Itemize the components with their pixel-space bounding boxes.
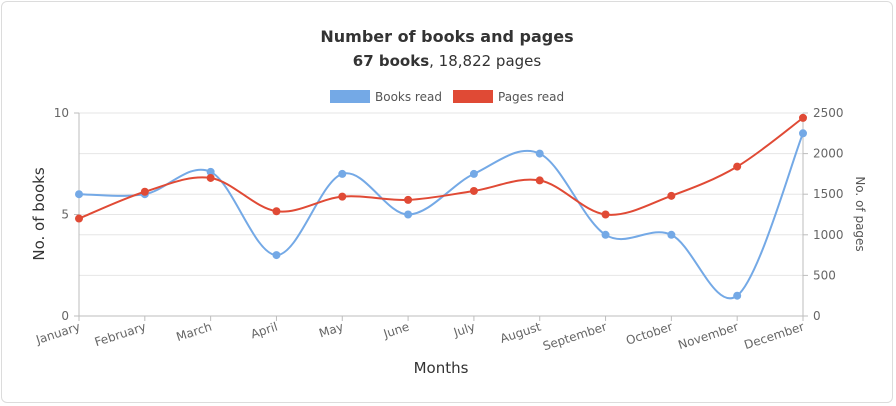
y-right-tick-label: 2500 [813, 106, 844, 120]
point-books-read-may [338, 169, 347, 178]
point-pages-read-march [206, 173, 215, 182]
y-right-tick-label: 1500 [813, 187, 844, 201]
legend: Books read Pages read [330, 90, 564, 104]
x-tick-label-december: December [742, 320, 806, 353]
y-left-tick-label: 0 [61, 309, 69, 323]
x-tick-label-february: February [93, 320, 148, 350]
x-tick-label-august: August [498, 319, 543, 345]
grid-lines [79, 112, 803, 276]
point-pages-read-december [799, 113, 807, 122]
axes: 0 5 10 0 500 1000 1500 2000 2500 January February M… [33, 106, 843, 353]
point-pages-read-october [667, 191, 676, 200]
subtitle-books: 67 books [353, 52, 429, 70]
subtitle-pages: , 18,822 pages [429, 52, 541, 70]
chart-subtitle: 67 books, 18,822 pages [353, 52, 542, 70]
x-tick-label-may: May [317, 320, 345, 341]
point-pages-read-may [338, 192, 347, 201]
point-books-read-november [733, 291, 742, 300]
point-pages-read-july [469, 186, 478, 195]
point-books-read-march [206, 167, 215, 176]
x-tick-label-march: March [174, 320, 213, 345]
y-right-tick-label: 2000 [813, 147, 844, 161]
point-books-read-september [601, 230, 610, 239]
legend-label-books-read: Books read [375, 90, 442, 104]
point-books-read-october [667, 230, 676, 239]
point-books-read-april [272, 251, 281, 260]
y-right-tick-label: 0 [813, 309, 821, 323]
x-tick-label-june: June [381, 320, 411, 342]
x-tick-label-september: September [541, 320, 608, 354]
point-books-read-june [404, 210, 413, 219]
series-line-pages-read [78, 117, 804, 220]
x-tick-label-november: November [676, 320, 740, 353]
point-pages-read-september [601, 210, 610, 219]
series-line-books-read [78, 132, 804, 300]
point-books-read-january [75, 190, 83, 199]
x-tick-label-january: January [33, 320, 82, 348]
point-pages-read-august [535, 176, 544, 185]
x-tick-label-october: October [624, 320, 674, 348]
point-pages-read-february [140, 187, 149, 196]
point-pages-read-april [272, 207, 281, 216]
y-axis-label-right: No. of pages [853, 176, 867, 251]
legend-swatch-books-read [330, 90, 370, 103]
legend-label-pages-read: Pages read [498, 90, 564, 104]
point-books-read-august [535, 149, 544, 158]
chart-title: Number of books and pages [320, 27, 573, 46]
legend-swatch-pages-read [453, 90, 493, 103]
y-right-tick-label: 1000 [813, 228, 844, 242]
x-tick-label-april: April [249, 320, 279, 342]
point-pages-read-november [733, 162, 742, 171]
point-pages-read-june [404, 195, 413, 204]
y-axis-label-left: No. of books [30, 167, 48, 260]
y-left-tick-label: 5 [61, 208, 69, 222]
y-right-tick-label: 500 [813, 268, 836, 282]
point-books-read-december [799, 129, 807, 138]
x-tick-label-july: July [451, 320, 477, 340]
series-layer [75, 113, 807, 300]
point-books-read-july [469, 169, 478, 178]
x-axis-label: Months [414, 359, 469, 377]
point-pages-read-january [75, 214, 83, 223]
y-left-tick-label: 10 [54, 106, 69, 120]
